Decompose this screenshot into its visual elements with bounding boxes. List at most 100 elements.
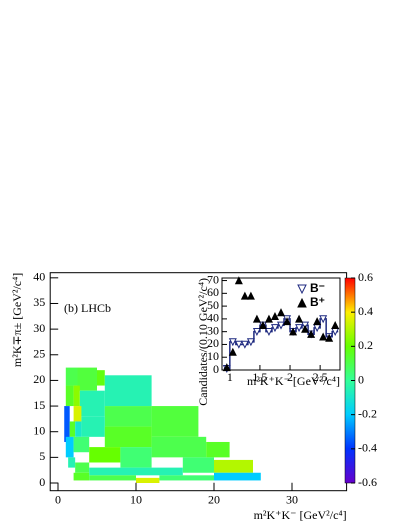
step-line (223, 318, 339, 370)
legend-label: B⁻ (310, 281, 325, 295)
cell (104, 375, 152, 407)
x-tick-label: 0 (55, 492, 61, 506)
cell (65, 367, 78, 386)
cell (73, 406, 82, 422)
cell (136, 477, 160, 484)
legend-marker (297, 297, 307, 308)
y-tick-label: 30 (33, 321, 45, 335)
x-tick-label: 20 (208, 492, 220, 506)
y-tick-label: 30 (207, 323, 219, 337)
cell (81, 416, 105, 437)
cell (64, 406, 70, 442)
x-tick-label: 2.5 (313, 370, 328, 384)
x-tick-label: 30 (286, 492, 298, 506)
marker (307, 329, 316, 338)
marker (276, 321, 286, 330)
marker (252, 314, 261, 323)
cell (77, 367, 97, 391)
marker (252, 327, 261, 336)
marker (240, 340, 249, 349)
marker (295, 324, 304, 333)
z-tick-label: -0.6 (358, 475, 377, 489)
marker (228, 338, 237, 347)
cell (120, 447, 152, 468)
x-tick-label: 1.5 (252, 370, 267, 384)
y-tick-label: 20 (33, 372, 45, 386)
marker (264, 314, 273, 323)
cell (151, 436, 207, 458)
y-tick-label: 50 (207, 298, 219, 312)
marker (228, 347, 237, 356)
legend-marker (297, 284, 307, 295)
cell (104, 406, 152, 427)
cell (89, 467, 183, 476)
y-axis-label: m²K∓π± [GeV²/c⁴] (10, 273, 24, 367)
marker (258, 320, 267, 329)
x-axis-label: m²K⁺K⁻ [GeV²/c⁴] (254, 508, 347, 522)
marker (246, 291, 255, 300)
marker (313, 317, 322, 326)
y-tick-label: 40 (33, 270, 45, 284)
x-tick-label: 2 (287, 370, 293, 384)
cell (79, 390, 105, 417)
marker (319, 332, 328, 341)
z-tick-label: -0.4 (358, 441, 377, 455)
cell (151, 406, 199, 437)
cell (159, 475, 214, 481)
cell (65, 385, 74, 407)
cell (89, 447, 121, 463)
cell (182, 457, 214, 473)
y-tick-label: 15 (33, 398, 45, 412)
y-tick-label: 10 (33, 423, 45, 437)
y-tick-label: 40 (207, 311, 219, 325)
marker (234, 340, 243, 349)
y-tick-label: 60 (207, 285, 219, 299)
cell (97, 370, 105, 386)
x-tick-label: 10 (130, 492, 142, 506)
marker (246, 338, 255, 347)
panel-label: (b) LHCb (64, 301, 111, 315)
y-tick-label: 5 (39, 449, 45, 463)
marker (301, 324, 310, 333)
y-axis-label: Candidates/(0.10 GeV²/c⁴) (196, 278, 210, 406)
cell (206, 441, 230, 458)
y-tick-label: 0 (213, 362, 219, 376)
x-tick-label: 1 (227, 370, 233, 384)
marker (283, 317, 292, 326)
y-tick-label: 0 (39, 475, 45, 489)
marker (234, 276, 243, 285)
marker (289, 327, 298, 336)
x-axis-label: m²K⁺K⁻ [GeV²/c⁴] (247, 374, 340, 388)
z-tick-label: 0 (358, 372, 364, 386)
marker (319, 315, 328, 324)
cell (75, 421, 82, 437)
y-tick-label: 25 (33, 347, 45, 361)
marker (325, 333, 334, 342)
cell (65, 436, 74, 458)
z-tick-label: 0.2 (358, 338, 373, 352)
z-tick-label: 0.6 (358, 270, 373, 284)
marker (222, 363, 231, 372)
marker (331, 320, 340, 329)
cell (69, 421, 76, 437)
cell (73, 385, 80, 407)
z-tick-label: -0.2 (358, 406, 377, 420)
marker (270, 324, 279, 333)
z-tick-label: 0.4 (358, 304, 373, 318)
marker (264, 327, 273, 336)
y-tick-label: 10 (207, 349, 219, 363)
y-tick-label: 70 (207, 272, 219, 286)
cell (214, 459, 253, 473)
cell (68, 457, 76, 468)
cell (214, 472, 261, 481)
cell (104, 426, 152, 448)
marker (240, 291, 249, 300)
y-tick-label: 35 (33, 295, 45, 309)
cell (75, 462, 90, 473)
marker (270, 312, 279, 321)
y-tick-label: 20 (207, 336, 219, 350)
cell (73, 472, 90, 481)
cell (89, 475, 136, 481)
cell (73, 436, 90, 453)
